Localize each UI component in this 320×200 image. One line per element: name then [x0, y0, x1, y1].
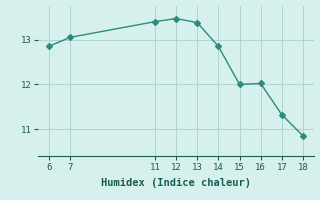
X-axis label: Humidex (Indice chaleur): Humidex (Indice chaleur): [101, 178, 251, 188]
